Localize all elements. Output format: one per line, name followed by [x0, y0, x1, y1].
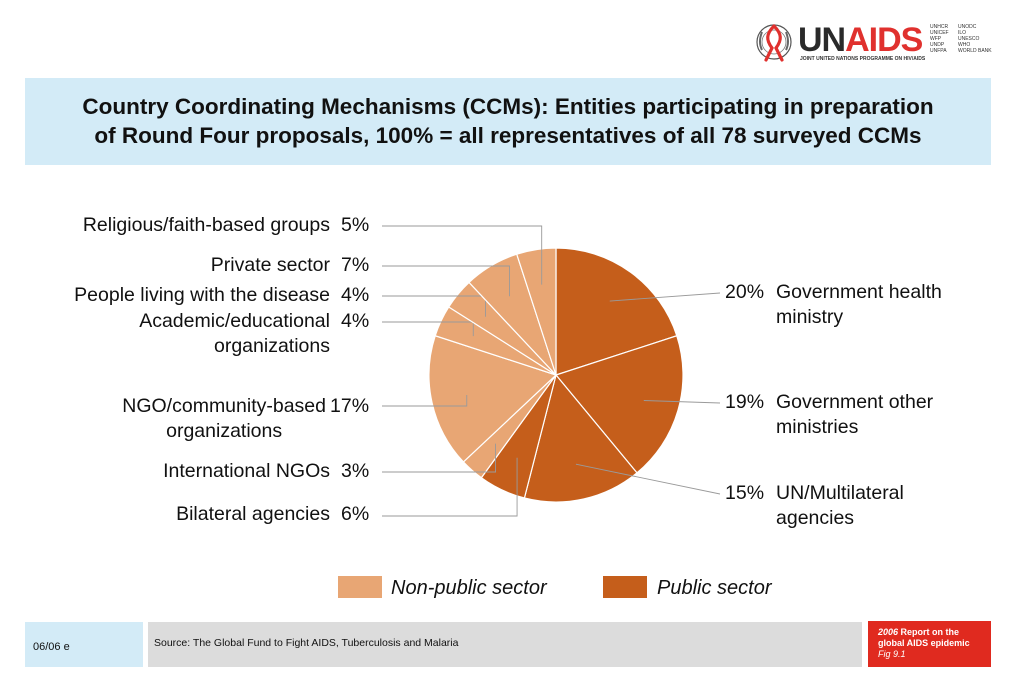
slice-label-private-sector: Private sector: [210, 254, 330, 276]
slice-value-gov-other: 19%: [725, 391, 765, 413]
slice-value-religious: 5%: [341, 214, 370, 236]
slice-value-intl-ngos: 3%: [341, 460, 370, 482]
leader-line-un-multilateral: [575, 463, 721, 495]
slice-value-plwd: 4%: [341, 284, 370, 306]
slice-label-academic: Academic/educational organizations: [139, 310, 330, 357]
pie-slice-gov-other: [554, 334, 684, 474]
footer-source: Source: The Global Fund to Fight AIDS, T…: [154, 637, 459, 649]
slice-value-ngo: 17%: [330, 395, 370, 417]
footer-report-fig: Fig 9.1: [878, 649, 906, 659]
legend-swatch-public: [603, 576, 647, 598]
pie-slice-religious: [515, 247, 557, 376]
leader-line-gov-other: [643, 400, 721, 404]
pie-slice-un-multilateral: [523, 373, 638, 503]
footer-date: 06/06 e: [33, 641, 70, 653]
chart-title: Country Coordinating Mechanisms (CCMs): …: [25, 92, 991, 150]
unaids-logo: UNAIDS JOINT UNITED NATIONS PROGRAMME ON…: [752, 20, 992, 66]
footer-report-line-2: global AIDS epidemic: [878, 638, 970, 648]
legend-swatch-non-public: [338, 576, 382, 598]
un-emblem-icon: [756, 24, 792, 62]
slice-label-gov-other: Government other ministries: [776, 391, 934, 438]
slice-value-gov-health: 20%: [725, 281, 765, 303]
footer-date-box: 06/06 e: [25, 622, 143, 667]
pie-slice-ngo: [428, 334, 558, 463]
slice-value-bilateral: 6%: [341, 503, 370, 525]
pie-chart: [382, 225, 721, 517]
leader-line-private-sector: [382, 265, 510, 297]
slice-label-gov-health: Government health ministry: [776, 281, 942, 328]
footer-report-box: 2006 Report on the global AIDS epidemic …: [868, 621, 991, 667]
legend-label-public: Public sector: [657, 577, 772, 599]
logo-wordmark: UNAIDS: [798, 21, 923, 59]
slice-label-religious: Religious/faith-based groups: [82, 214, 330, 236]
slice-value-private-sector: 7%: [341, 254, 370, 276]
slice-label-intl-ngos: International NGOs: [163, 460, 330, 482]
leader-line-religious: [382, 225, 543, 285]
slice-label-bilateral: Bilateral agencies: [176, 503, 330, 525]
leader-line-bilateral: [382, 457, 518, 517]
logo-tagline: JOINT UNITED NATIONS PROGRAMME ON HIV/AI…: [800, 56, 926, 62]
legend-label-non-public: Non-public sector: [391, 577, 547, 599]
cosponsors-col-1: UNHCR UNICEF WFP UNDP UNFPA: [930, 24, 949, 54]
footer-source-box: Source: The Global Fund to Fight AIDS, T…: [148, 622, 862, 667]
slice-value-academic: 4%: [341, 310, 370, 332]
pie-slice-gov-health: [555, 247, 678, 376]
leader-line-gov-health: [609, 292, 721, 302]
slice-label-ngo: NGO/community-based organizations: [122, 395, 326, 442]
leader-line-ngo: [382, 394, 468, 407]
leader-line-intl-ngos: [382, 443, 496, 473]
chart-title-line-1: Country Coordinating Mechanisms (CCMs): …: [82, 94, 934, 119]
slice-label-un-multilateral: UN/Multilateral agencies: [776, 482, 904, 529]
slice-value-un-multilateral: 15%: [725, 482, 765, 504]
slice-label-plwd: People living with the disease: [74, 284, 330, 306]
chart-title-box: Country Coordinating Mechanisms (CCMs): …: [25, 78, 991, 165]
cosponsors-col-2: UNODC ILO UNESCO WHO WORLD BANK: [958, 24, 992, 54]
footer-report-line-1: 2006 Report on the: [878, 627, 960, 637]
chart-title-line-2: of Round Four proposals, 100% = all repr…: [94, 123, 922, 148]
